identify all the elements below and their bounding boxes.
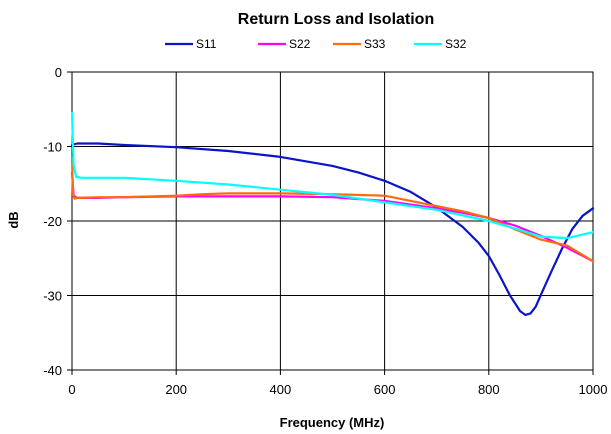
series-line-s32 — [70, 111, 595, 240]
series-line-s11 — [70, 142, 595, 316]
y-tick-label: -10 — [43, 140, 62, 155]
series-line-s33 — [70, 156, 595, 263]
x-tick-label: 1000 — [579, 382, 608, 397]
y-tick-label: 0 — [55, 65, 62, 80]
legend-label-s33: S33 — [364, 37, 386, 51]
legend-label-s32: S32 — [445, 37, 467, 51]
x-tick-label: 400 — [270, 382, 292, 397]
axis-ticks: 0 200 400 600 800 1000 0 -10 -20 -30 -40 — [43, 65, 607, 397]
series-lines — [70, 111, 595, 316]
y-tick-label: -20 — [43, 214, 62, 229]
y-tick-label: -40 — [43, 363, 62, 378]
x-tick-label: 0 — [68, 382, 75, 397]
legend-label-s22: S22 — [289, 37, 311, 51]
series-line-s22 — [70, 171, 595, 263]
grid — [72, 72, 593, 370]
x-tick-label: 200 — [165, 382, 187, 397]
y-tick-label: -30 — [43, 289, 62, 304]
y-axis-label: dB — [6, 211, 21, 228]
x-tick-label: 600 — [374, 382, 396, 397]
legend: S11 S22 S33 S32 — [165, 37, 467, 51]
x-axis-label: Frequency (MHz) — [280, 415, 385, 430]
chart-title: Return Loss and Isolation — [238, 11, 434, 28]
legend-label-s11: S11 — [196, 37, 217, 51]
x-tick-label: 800 — [478, 382, 500, 397]
